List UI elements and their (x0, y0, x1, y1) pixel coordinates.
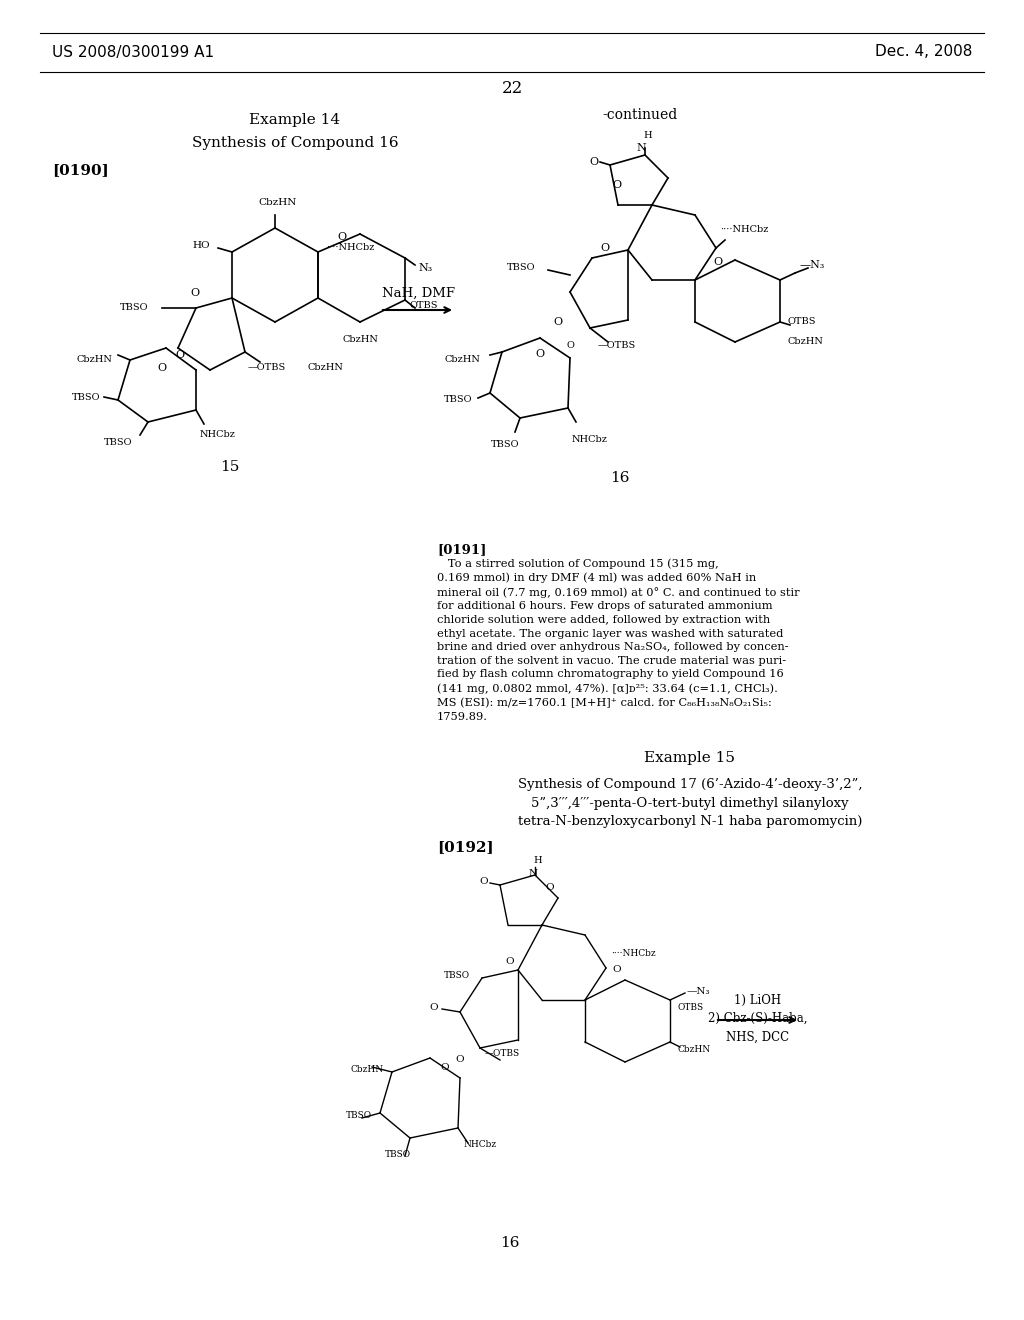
Text: CbzHN: CbzHN (259, 198, 297, 207)
Text: O: O (158, 363, 167, 374)
Text: O: O (566, 341, 573, 350)
Text: N₃: N₃ (418, 263, 432, 273)
Text: 22: 22 (502, 81, 522, 96)
Text: [0191]: [0191] (437, 543, 486, 556)
Text: CbzHN: CbzHN (444, 355, 480, 364)
Text: Dec. 4, 2008: Dec. 4, 2008 (874, 45, 972, 59)
Text: N: N (636, 143, 646, 153)
Text: O: O (479, 878, 488, 887)
Text: 15: 15 (220, 459, 240, 474)
Text: CbzHN: CbzHN (788, 338, 824, 346)
Text: -continued: -continued (602, 108, 678, 121)
Text: O: O (612, 180, 622, 190)
Text: O: O (714, 257, 723, 267)
Text: —N₃: —N₃ (687, 987, 711, 997)
Text: 1) LiOH: 1) LiOH (734, 994, 781, 1006)
Text: O: O (600, 243, 609, 253)
Text: —OTBS: —OTBS (248, 363, 287, 372)
Text: —OTBS: —OTBS (598, 341, 636, 350)
Text: OTBS: OTBS (788, 318, 816, 326)
Text: O: O (456, 1056, 464, 1064)
Text: O: O (612, 965, 622, 974)
Text: TBSO: TBSO (72, 393, 100, 403)
Text: TBSO: TBSO (507, 264, 535, 272)
Text: 16: 16 (501, 1236, 520, 1250)
Text: CbzHN: CbzHN (342, 335, 378, 345)
Text: O: O (546, 883, 554, 892)
Text: —OTBS: —OTBS (485, 1048, 520, 1057)
Text: TBSO: TBSO (120, 304, 148, 313)
Text: NHCbz: NHCbz (463, 1140, 496, 1148)
Text: ····NHCbz: ····NHCbz (326, 243, 375, 252)
Text: O: O (338, 232, 346, 242)
Text: TBSO: TBSO (443, 972, 470, 981)
Text: O: O (429, 1003, 438, 1012)
Text: CbzHN: CbzHN (308, 363, 344, 372)
Text: 5”,3′′′,4′′′-penta-O-tert-butyl dimethyl silanyloxy: 5”,3′′′,4′′′-penta-O-tert-butyl dimethyl… (531, 797, 849, 810)
Text: TBSO: TBSO (490, 440, 519, 449)
Text: Example 15: Example 15 (644, 751, 735, 766)
Text: O: O (553, 317, 562, 327)
Text: To a stirred solution of Compound 15 (315 mg,
0.169 mmol) in dry DMF (4 ml) was : To a stirred solution of Compound 15 (31… (437, 558, 800, 722)
Text: NHCbz: NHCbz (200, 430, 236, 440)
Text: [0190]: [0190] (52, 162, 109, 177)
Text: OTBS: OTBS (678, 1003, 705, 1012)
Text: TBSO: TBSO (385, 1150, 411, 1159)
Text: ····NHCbz: ····NHCbz (611, 949, 655, 957)
Text: N: N (528, 869, 538, 878)
Text: H: H (534, 855, 543, 865)
Text: [0192]: [0192] (437, 840, 494, 854)
Text: Synthesis of Compound 17 (6’-Azido-4’-deoxy-3’,2”,: Synthesis of Compound 17 (6’-Azido-4’-de… (518, 777, 862, 791)
Text: TBSO: TBSO (346, 1110, 372, 1119)
Text: tetra-N-benzyloxycarbonyl N-1 haba paromomycin): tetra-N-benzyloxycarbonyl N-1 haba parom… (518, 814, 862, 828)
Text: O: O (440, 1064, 450, 1072)
Text: NHS, DCC: NHS, DCC (726, 1031, 790, 1044)
Text: 16: 16 (610, 471, 630, 484)
Text: TBSO: TBSO (103, 438, 132, 447)
Text: Example 14: Example 14 (250, 114, 341, 127)
Text: Synthesis of Compound 16: Synthesis of Compound 16 (191, 136, 398, 150)
Text: 2) Cbz-(S)-Haba,: 2) Cbz-(S)-Haba, (709, 1011, 808, 1024)
Text: CbzHN: CbzHN (678, 1045, 711, 1055)
Text: CbzHN: CbzHN (351, 1065, 384, 1074)
Text: O: O (176, 350, 185, 360)
Text: O: O (190, 288, 200, 298)
Text: O: O (506, 957, 514, 966)
Text: TBSO: TBSO (443, 396, 472, 404)
Text: O: O (589, 157, 598, 168)
Text: CbzHN: CbzHN (76, 355, 112, 364)
Text: NHCbz: NHCbz (572, 436, 608, 444)
Text: HO: HO (193, 240, 210, 249)
Text: O: O (536, 348, 545, 359)
Text: NaH, DMF: NaH, DMF (382, 286, 455, 300)
Text: OTBS: OTBS (410, 301, 438, 309)
Text: —N₃: —N₃ (800, 260, 825, 271)
Text: US 2008/0300199 A1: US 2008/0300199 A1 (52, 45, 214, 59)
Text: ····NHCbz: ····NHCbz (720, 226, 768, 235)
Text: H: H (644, 131, 652, 140)
